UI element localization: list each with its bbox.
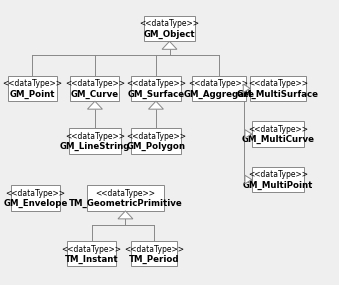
Text: <<dataType>>: <<dataType>>: [248, 79, 308, 88]
Bar: [252, 167, 304, 192]
Text: GM_MultiPoint: GM_MultiPoint: [243, 181, 313, 190]
Bar: [250, 76, 306, 101]
Bar: [67, 241, 116, 266]
Text: <<dataType>>: <<dataType>>: [124, 245, 184, 254]
Bar: [71, 76, 119, 101]
Text: <<dataType>>: <<dataType>>: [248, 125, 308, 134]
Bar: [144, 16, 195, 41]
Polygon shape: [148, 101, 163, 109]
Bar: [132, 128, 180, 154]
Text: GM_Aggregate: GM_Aggregate: [183, 89, 254, 99]
Text: <<dataType>>: <<dataType>>: [6, 189, 65, 198]
Bar: [132, 76, 180, 101]
Polygon shape: [118, 211, 133, 219]
Polygon shape: [162, 41, 177, 49]
Polygon shape: [245, 175, 252, 184]
Text: <<dataType>>: <<dataType>>: [189, 79, 248, 88]
Text: GM_MultiCurve: GM_MultiCurve: [241, 135, 315, 144]
Text: GM_Point: GM_Point: [9, 89, 55, 99]
Text: TM_Instant: TM_Instant: [65, 255, 118, 264]
Bar: [132, 241, 177, 266]
Bar: [87, 185, 163, 211]
Bar: [252, 121, 304, 147]
Text: TM_Period: TM_Period: [129, 255, 179, 264]
Text: <<dataType>>: <<dataType>>: [126, 79, 186, 88]
Text: TM_GeometricPrimitive: TM_GeometricPrimitive: [68, 199, 182, 208]
Text: <<dataType>>: <<dataType>>: [248, 170, 308, 180]
Text: <<dataType>>: <<dataType>>: [126, 132, 186, 141]
Text: GM_Surface: GM_Surface: [127, 89, 184, 99]
Text: GM_Curve: GM_Curve: [71, 89, 119, 99]
Text: GM_Polygon: GM_Polygon: [126, 142, 185, 151]
Text: <<dataType>>: <<dataType>>: [65, 132, 125, 141]
Text: <<dataType>>: <<dataType>>: [62, 245, 121, 254]
Text: <<dataType>>: <<dataType>>: [2, 79, 62, 88]
Text: GM_MultiSurface: GM_MultiSurface: [237, 89, 319, 99]
Text: <<dataType>>: <<dataType>>: [96, 189, 155, 198]
Bar: [68, 128, 121, 154]
Text: GM_Object: GM_Object: [144, 30, 195, 39]
Text: GM_Envelope: GM_Envelope: [3, 199, 68, 208]
Bar: [11, 185, 60, 211]
Bar: [8, 76, 57, 101]
Text: <<dataType>>: <<dataType>>: [140, 19, 199, 29]
Polygon shape: [243, 84, 250, 93]
Text: <<dataType>>: <<dataType>>: [65, 79, 125, 88]
Polygon shape: [87, 101, 102, 109]
Bar: [192, 76, 246, 101]
Text: GM_LineString: GM_LineString: [60, 142, 130, 151]
Polygon shape: [245, 130, 252, 138]
